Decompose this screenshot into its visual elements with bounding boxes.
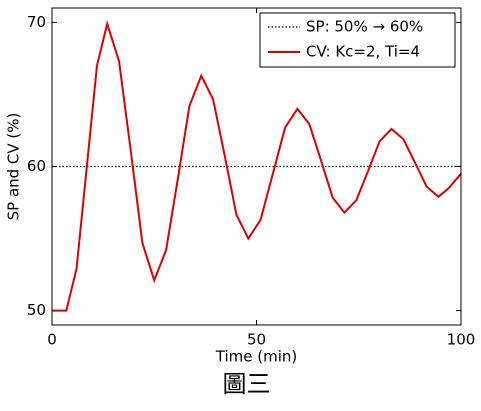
y-tick-label: 70 xyxy=(27,13,46,31)
x-tick-label: 100 xyxy=(447,331,476,349)
x-tick-label: 0 xyxy=(47,331,57,349)
series-line xyxy=(52,20,462,312)
y-tick-label: 60 xyxy=(27,157,46,175)
x-tick-label: 50 xyxy=(247,331,266,349)
legend-label: CV: Kc=2, Ti=4 xyxy=(306,43,420,61)
legend-box xyxy=(259,12,456,68)
axes-box xyxy=(51,7,462,326)
y-axis-label: SP and CV (%) xyxy=(5,113,23,221)
x-axis-label: Time (min) xyxy=(215,348,297,366)
y-tick-label: 50 xyxy=(27,301,46,319)
legend-label: SP: 50% → 60% xyxy=(306,18,423,36)
caption: 圖三 xyxy=(223,370,271,398)
